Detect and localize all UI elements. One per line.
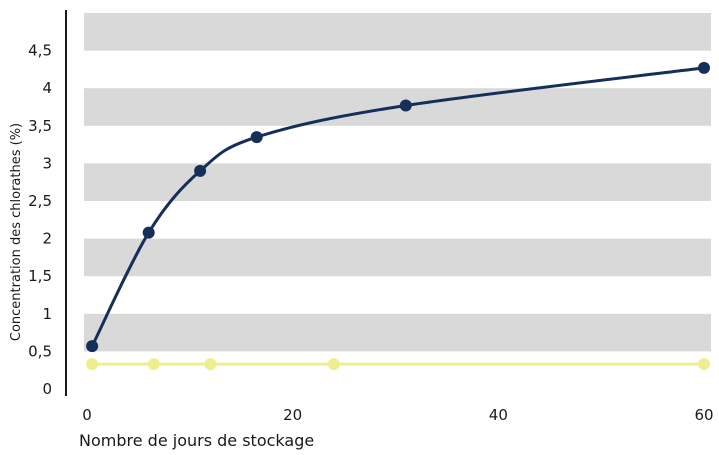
series-layer	[86, 61, 710, 371]
grid-band	[84, 238, 711, 277]
y-tick-label: 1,5	[28, 267, 52, 285]
series-1-point	[86, 340, 99, 353]
grid-band	[84, 313, 711, 352]
y-tick-label: 0	[42, 380, 52, 398]
y-tick-label: 2	[42, 230, 52, 248]
series-2-point	[147, 358, 160, 371]
x-tick-label: 20	[283, 406, 302, 424]
y-tick-label: 1	[42, 305, 52, 323]
series-1-point	[399, 99, 412, 112]
grid-bands	[84, 13, 711, 352]
y-tick-label: 4	[42, 79, 52, 97]
grid-band	[84, 163, 711, 201]
series-1-point	[142, 226, 155, 239]
x-tick-label: 40	[489, 406, 508, 424]
series-2-point	[698, 358, 710, 371]
x-tick-label: 0	[82, 406, 92, 424]
grid-band	[84, 13, 711, 51]
x-tick-labels: 0 20 40 60	[82, 406, 713, 424]
y-axis-title: Concentration des chlorathes (%)	[9, 123, 24, 341]
series-1-point	[698, 61, 710, 74]
y-tick-label: 2,5	[28, 192, 52, 210]
y-tick-label: 3,5	[28, 117, 52, 135]
series-2-point	[204, 358, 217, 371]
x-tick-label: 60	[694, 406, 713, 424]
x-axis-title: Nombre de jours de stockage	[79, 431, 314, 450]
series-2-point	[86, 358, 99, 371]
series-2-point	[327, 358, 340, 371]
y-tick-labels: 0 0,5 1 1,5 2 2,5 3 3,5 4 4,5	[28, 42, 52, 398]
y-tick-label: 4,5	[28, 42, 52, 60]
y-tick-label: 0,5	[28, 342, 52, 360]
series-1-point	[250, 131, 263, 144]
series-1-point	[194, 164, 207, 177]
y-tick-label: 3	[42, 154, 52, 172]
